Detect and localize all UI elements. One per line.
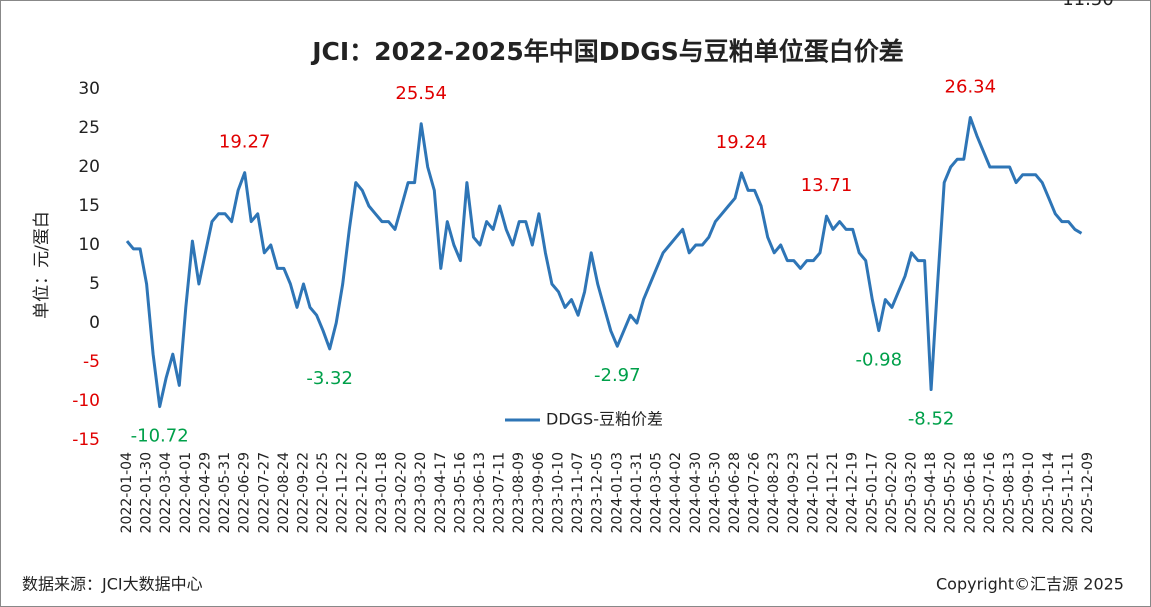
data-line (125, 116, 1083, 409)
x-tick-label: 2023-06-13 (472, 452, 488, 533)
x-tick-label: 2025-03-20 (903, 452, 919, 533)
y-tick-label: 0 (89, 313, 100, 333)
data-label: -0.98 (856, 350, 903, 371)
x-tick-label: 2023-07-11 (492, 452, 508, 533)
x-tick-label: 2025-07-16 (982, 452, 998, 533)
data-label: 13.71 (801, 175, 853, 196)
x-tick-label: 2022-05-31 (217, 452, 233, 533)
x-tick-label: 2024-08-23 (766, 452, 782, 533)
source: 数据来源：JCI大数据中心 (22, 575, 203, 594)
x-tick-label: 2024-01-03 (609, 452, 625, 533)
x-tick-label: 2025-08-13 (1002, 452, 1018, 533)
data-label: -8.52 (908, 408, 955, 429)
y-tick-label: -10 (72, 391, 100, 411)
data-label: 19.24 (716, 132, 768, 153)
x-tick-label: 2023-10-10 (550, 452, 566, 533)
x-tick-label: 2025-04-18 (923, 452, 939, 533)
x-tick-label: 2023-04-17 (433, 452, 449, 533)
x-tick-label: 2024-04-02 (668, 452, 684, 533)
x-tick-label: 2022-06-29 (237, 452, 253, 533)
x-tick-label: 2025-06-18 (962, 452, 978, 533)
y-tick-label: 30 (78, 79, 100, 99)
x-tick-label: 2023-09-06 (531, 452, 547, 533)
x-tick-label: 2025-10-14 (1041, 452, 1057, 533)
x-tick-label: 2023-01-18 (374, 452, 390, 533)
x-tick-label: 2024-05-30 (707, 452, 723, 533)
data-label: 25.54 (395, 83, 447, 104)
data-label: 19.27 (219, 132, 271, 153)
x-tick-label: 2025-11-11 (1060, 452, 1076, 533)
x-tick-label: 2022-03-04 (158, 452, 174, 533)
chart-title: JCI：2022-2025年中国DDGS与豆粕单位蛋白价差 (310, 37, 904, 66)
y-tick-label: 20 (78, 157, 100, 177)
x-tick-label: 2022-04-29 (197, 452, 213, 533)
x-tick-label: 2022-09-22 (296, 452, 312, 533)
x-tick-label: 2024-09-23 (786, 452, 802, 533)
y-tick-label: 25 (78, 118, 100, 138)
x-tick-label: 2023-08-09 (511, 452, 527, 533)
x-tick-label: 2024-06-28 (727, 452, 743, 533)
x-tick-label: 2024-01-31 (629, 452, 645, 533)
x-tick-label: 2025-02-20 (884, 452, 900, 533)
y-tick-label: 10 (78, 235, 100, 255)
x-tick-label: 2022-01-30 (139, 452, 155, 533)
x-tick-label: 2023-12-05 (590, 452, 606, 533)
x-tick-label: 2024-03-05 (649, 452, 665, 533)
x-tick-label: 2022-11-22 (335, 452, 351, 533)
y-tick-label: -5 (83, 352, 100, 372)
y-tick-label: -15 (72, 430, 100, 450)
x-tick-label: 2022-10-25 (315, 452, 331, 533)
data-label: 11.50 (1062, 0, 1114, 10)
x-tick-label: 2022-12-20 (354, 452, 370, 533)
data-label: -10.72 (131, 426, 189, 447)
legend-label: DDGS-豆粕价差 (546, 410, 663, 429)
x-tick-label: 2024-10-21 (805, 452, 821, 533)
x-tick-label: 2025-12-09 (1080, 452, 1096, 533)
x-tick-label: 2024-04-30 (688, 452, 704, 533)
x-tick-label: 2023-05-16 (452, 452, 468, 533)
copyright: Copyright©汇吉源 2025 (936, 575, 1124, 594)
x-tick-label: 2022-07-27 (256, 452, 272, 533)
x-tick-label: 2023-11-07 (570, 452, 586, 533)
x-tick-label: 2022-04-01 (178, 452, 194, 533)
x-tick-label: 2025-01-17 (864, 452, 880, 533)
x-tick-label: 2022-08-24 (276, 452, 292, 533)
x-tick-label: 2024-12-19 (845, 452, 861, 533)
x-tick-label: 2025-09-10 (1021, 452, 1037, 533)
y-axis-label: 单位：元/蛋白 (32, 211, 52, 319)
data-label: -2.97 (594, 365, 641, 386)
x-tick-label: 2022-01-04 (119, 452, 135, 533)
y-tick-label: 15 (78, 196, 100, 216)
x-tick-label: 2023-03-20 (413, 452, 429, 533)
x-tick-label: 2024-11-21 (825, 452, 841, 533)
data-label: 26.34 (945, 77, 997, 98)
x-tick-label: 2024-07-26 (747, 452, 763, 533)
x-tick-label: 2023-02-20 (394, 452, 410, 533)
y-tick-label: 5 (89, 274, 100, 294)
data-label: -3.32 (306, 368, 353, 389)
x-tick-label: 2025-05-20 (943, 452, 959, 533)
